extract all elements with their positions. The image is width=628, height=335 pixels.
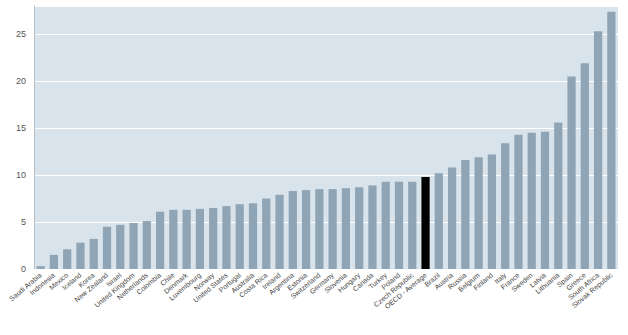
svg-text:Indonesia: Indonesia xyxy=(28,271,57,297)
svg-text:20: 20 xyxy=(16,76,26,86)
svg-text:Latvia: Latvia xyxy=(528,271,548,289)
svg-text:Portugal: Portugal xyxy=(217,271,242,294)
svg-text:Costa Rica: Costa Rica xyxy=(237,271,269,299)
svg-text:Finland: Finland xyxy=(472,271,494,291)
svg-text:15: 15 xyxy=(16,123,26,133)
svg-text:Brazil: Brazil xyxy=(423,271,442,288)
svg-text:0: 0 xyxy=(21,264,26,274)
svg-text:Mexico: Mexico xyxy=(47,271,70,291)
svg-text:Germany: Germany xyxy=(308,271,335,296)
svg-text:United Kingdom: United Kingdom xyxy=(93,271,136,309)
svg-text:Colombia: Colombia xyxy=(135,271,162,295)
svg-text:Greece: Greece xyxy=(565,271,588,292)
svg-text:Sweden: Sweden xyxy=(510,271,534,293)
svg-text:United States: United States xyxy=(192,271,229,304)
svg-text:Estonia: Estonia xyxy=(285,271,309,292)
svg-text:Saudi Arabia: Saudi Arabia xyxy=(8,271,43,303)
svg-text:Czech Republic: Czech Republic xyxy=(372,271,415,309)
svg-text:Austria: Austria xyxy=(433,271,455,291)
svg-text:Poland: Poland xyxy=(380,271,402,291)
svg-text:Norway: Norway xyxy=(192,271,216,292)
svg-text:Lithuania: Lithuania xyxy=(534,271,561,295)
svg-text:Chile: Chile xyxy=(158,271,176,287)
svg-text:Italy: Italy xyxy=(493,271,508,285)
svg-text:5: 5 xyxy=(21,217,26,227)
svg-text:Canada: Canada xyxy=(351,271,375,293)
svg-text:10: 10 xyxy=(16,170,26,180)
svg-text:Hungary: Hungary xyxy=(336,271,362,294)
svg-text:Turkey: Turkey xyxy=(367,271,388,291)
svg-text:Argentina: Argentina xyxy=(267,271,296,296)
svg-text:New Zealand: New Zealand xyxy=(73,271,110,304)
svg-text:Netherlands: Netherlands xyxy=(115,271,150,301)
svg-text:Australia: Australia xyxy=(229,271,256,295)
svg-text:France: France xyxy=(499,271,521,291)
svg-text:Belgium: Belgium xyxy=(457,271,481,293)
svg-text:South Africa: South Africa xyxy=(566,271,601,301)
svg-text:Iceland: Iceland xyxy=(60,271,83,292)
svg-text:Ireland: Ireland xyxy=(260,271,282,291)
svg-text:Luxembourg: Luxembourg xyxy=(167,271,203,302)
svg-text:Korea: Korea xyxy=(77,271,96,289)
svg-text:Spain: Spain xyxy=(555,271,574,289)
svg-text:Denmark: Denmark xyxy=(162,271,189,295)
svg-text:Russia: Russia xyxy=(446,271,468,291)
svg-text:Slovenia: Slovenia xyxy=(323,271,349,294)
svg-text:Switzerland: Switzerland xyxy=(289,271,322,300)
svg-text:OECD - Average: OECD - Average xyxy=(383,271,428,311)
svg-text:25: 25 xyxy=(16,29,26,39)
svg-text:Slovak Republic: Slovak Republic xyxy=(571,271,615,310)
svg-text:Israel: Israel xyxy=(104,271,123,288)
